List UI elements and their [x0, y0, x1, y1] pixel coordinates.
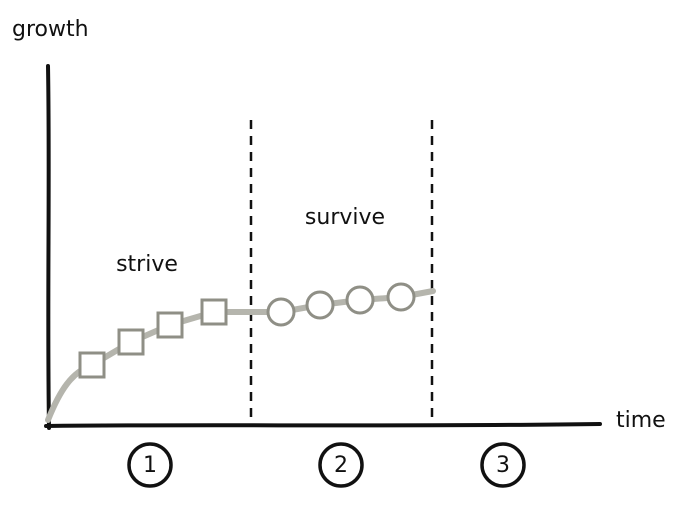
y-axis [46, 64, 51, 430]
phase-badge [127, 442, 173, 488]
circle-marker [305, 290, 335, 320]
phase-badge [480, 442, 526, 488]
square-marker [156, 311, 184, 339]
phase-number: 2 [334, 453, 348, 478]
phase-number: 1 [143, 453, 157, 478]
square-marker [200, 298, 228, 326]
growth-curve [45, 288, 436, 423]
phase-label: survive [305, 205, 385, 230]
x-axis [44, 422, 602, 428]
phase-label: strive [116, 252, 178, 277]
square-marker [78, 351, 106, 379]
circle-marker [266, 297, 296, 327]
circle-markers [266, 282, 416, 327]
y-axis-label: growth [12, 17, 89, 42]
circle-marker [345, 285, 375, 315]
x-axis-label: time [616, 408, 666, 433]
circle-marker [386, 282, 416, 312]
square-markers [78, 298, 228, 379]
phase-badge [318, 442, 364, 488]
square-marker [117, 328, 145, 356]
phase-number: 3 [496, 453, 510, 478]
